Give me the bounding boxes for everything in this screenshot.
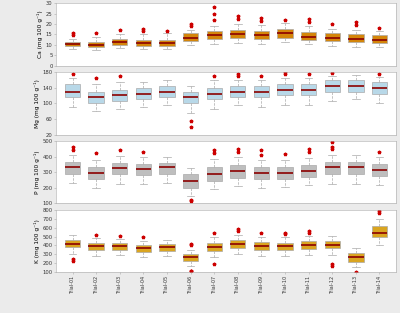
- PathPatch shape: [301, 32, 316, 40]
- PathPatch shape: [112, 90, 128, 101]
- PathPatch shape: [348, 80, 364, 92]
- PathPatch shape: [301, 165, 316, 177]
- PathPatch shape: [348, 34, 364, 42]
- PathPatch shape: [112, 163, 128, 175]
- PathPatch shape: [372, 35, 387, 43]
- PathPatch shape: [230, 86, 246, 97]
- PathPatch shape: [230, 30, 246, 38]
- PathPatch shape: [277, 29, 293, 38]
- PathPatch shape: [206, 31, 222, 38]
- PathPatch shape: [136, 88, 151, 100]
- PathPatch shape: [324, 241, 340, 248]
- PathPatch shape: [254, 167, 269, 179]
- PathPatch shape: [159, 163, 175, 174]
- PathPatch shape: [65, 162, 80, 174]
- Y-axis label: Ca (mg 100 g⁻¹): Ca (mg 100 g⁻¹): [37, 11, 43, 58]
- PathPatch shape: [324, 80, 340, 92]
- PathPatch shape: [372, 82, 387, 94]
- PathPatch shape: [254, 242, 269, 250]
- PathPatch shape: [112, 243, 128, 250]
- PathPatch shape: [183, 33, 198, 41]
- PathPatch shape: [65, 240, 80, 247]
- PathPatch shape: [136, 40, 151, 46]
- PathPatch shape: [136, 244, 151, 252]
- PathPatch shape: [88, 243, 104, 250]
- PathPatch shape: [206, 167, 222, 181]
- PathPatch shape: [277, 167, 293, 179]
- Y-axis label: K (mg 100 g⁻¹): K (mg 100 g⁻¹): [34, 219, 40, 263]
- PathPatch shape: [88, 167, 104, 179]
- PathPatch shape: [159, 86, 175, 97]
- PathPatch shape: [159, 40, 175, 46]
- PathPatch shape: [112, 38, 128, 45]
- PathPatch shape: [277, 243, 293, 250]
- PathPatch shape: [324, 33, 340, 41]
- PathPatch shape: [65, 42, 80, 46]
- PathPatch shape: [206, 243, 222, 251]
- PathPatch shape: [348, 253, 364, 262]
- PathPatch shape: [301, 241, 316, 249]
- PathPatch shape: [206, 88, 222, 100]
- PathPatch shape: [372, 164, 387, 176]
- PathPatch shape: [348, 162, 364, 174]
- PathPatch shape: [88, 42, 104, 47]
- PathPatch shape: [254, 86, 269, 97]
- PathPatch shape: [65, 84, 80, 97]
- Y-axis label: Mg (mg 100 g⁻¹): Mg (mg 100 g⁻¹): [34, 79, 40, 128]
- PathPatch shape: [277, 84, 293, 95]
- PathPatch shape: [324, 162, 340, 175]
- PathPatch shape: [372, 226, 387, 238]
- PathPatch shape: [183, 92, 198, 103]
- PathPatch shape: [88, 92, 104, 103]
- PathPatch shape: [136, 164, 151, 175]
- PathPatch shape: [183, 175, 198, 188]
- Y-axis label: P (mg 100 g⁻¹): P (mg 100 g⁻¹): [34, 150, 40, 194]
- PathPatch shape: [301, 84, 316, 95]
- PathPatch shape: [159, 244, 175, 251]
- PathPatch shape: [183, 254, 198, 261]
- PathPatch shape: [254, 31, 269, 38]
- PathPatch shape: [230, 165, 246, 178]
- PathPatch shape: [230, 240, 246, 248]
